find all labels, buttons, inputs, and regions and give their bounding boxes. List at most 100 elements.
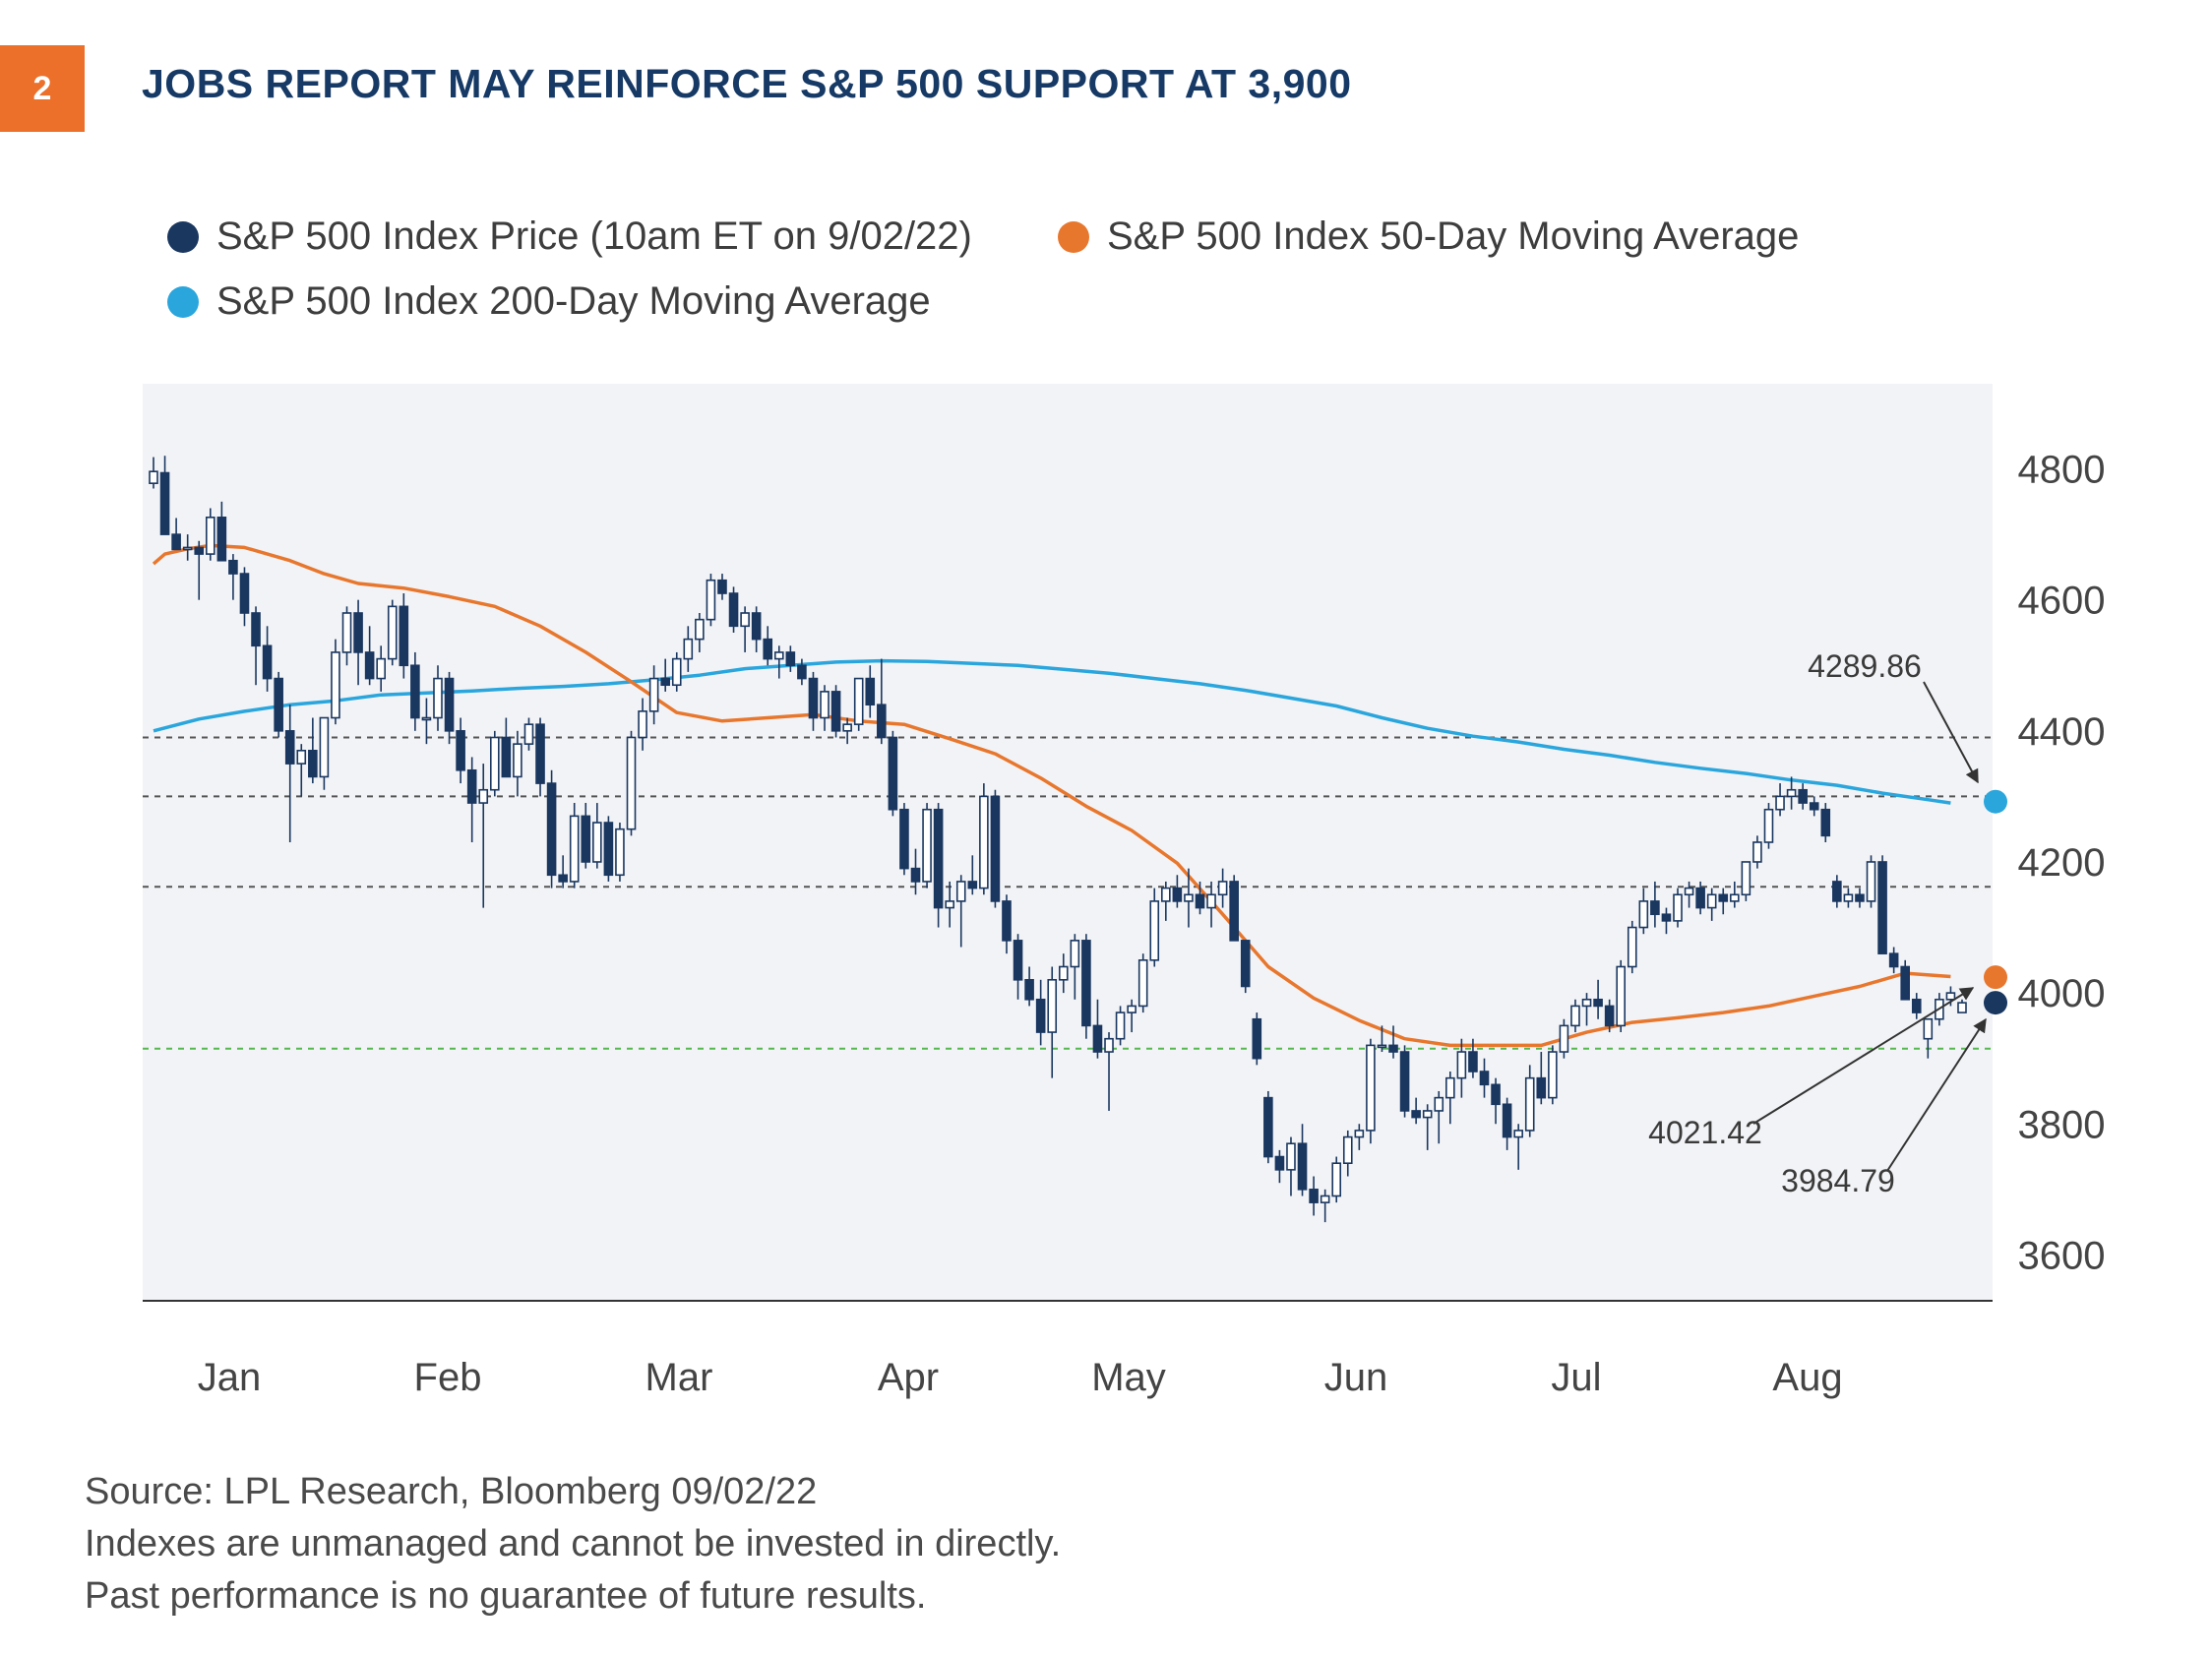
- candle-up: [1184, 893, 1194, 902]
- candle-up: [523, 723, 534, 745]
- candle-down: [1263, 1096, 1273, 1158]
- candle-down: [763, 638, 773, 660]
- candle-up: [205, 517, 215, 555]
- candle-up: [1070, 940, 1080, 968]
- x-tick-label-aug: Aug: [1772, 1356, 1842, 1399]
- candle-down: [1832, 881, 1842, 902]
- candle-down: [660, 677, 670, 687]
- candle-up: [1706, 893, 1717, 909]
- candle-down: [1695, 887, 1705, 909]
- candle-up: [569, 815, 580, 883]
- candle-up: [1149, 900, 1160, 961]
- candle-down: [1172, 887, 1183, 902]
- candle-down: [558, 874, 568, 883]
- candle-up: [1434, 1096, 1444, 1112]
- x-tick-label-feb: Feb: [414, 1356, 482, 1399]
- candle-up: [740, 612, 750, 628]
- candle-down: [501, 736, 512, 778]
- candle-up: [1673, 893, 1683, 922]
- legend-label-ma200: S&P 500 Index 200-Day Moving Average: [216, 279, 931, 323]
- candle-up: [955, 881, 966, 902]
- candle-down: [1229, 881, 1239, 942]
- candle-up: [1127, 1005, 1137, 1013]
- candle-up: [1763, 808, 1774, 843]
- candle-down: [1502, 1103, 1512, 1138]
- candle-up: [1775, 795, 1785, 811]
- annotation-ma200-label: 4289.86: [1808, 648, 1922, 684]
- candle-up: [1730, 893, 1740, 902]
- candle-down: [1297, 1142, 1308, 1191]
- candle-down: [456, 730, 465, 771]
- candle-up: [648, 677, 659, 712]
- candle-up: [1548, 1051, 1558, 1099]
- candle-up: [706, 579, 716, 621]
- candle-up: [1684, 887, 1694, 896]
- x-tick-label-may: May: [1091, 1356, 1166, 1399]
- candle-up: [1524, 1076, 1535, 1132]
- candle-down: [910, 867, 921, 883]
- candle-up: [341, 612, 352, 653]
- annotation-ma50-label: 4021.42: [1648, 1115, 1762, 1150]
- candle-down: [877, 704, 887, 739]
- candle-up: [922, 808, 932, 883]
- candle-up: [421, 716, 432, 721]
- candle-up: [1581, 998, 1592, 1008]
- candle-down: [1081, 940, 1091, 1027]
- candle-up: [1616, 965, 1627, 1027]
- y-tick-label: 4000: [2018, 972, 2106, 1015]
- legend-item-ma50: S&P 500 Index 50-Day Moving Average: [1058, 215, 1799, 259]
- x-tick-label-jun: Jun: [1324, 1356, 1388, 1399]
- plot-area: [143, 384, 1993, 1301]
- candle-up: [478, 788, 489, 804]
- candle-up: [945, 900, 954, 909]
- candle-down: [1411, 1110, 1421, 1119]
- candle-down: [603, 822, 614, 877]
- candle-up: [489, 736, 500, 791]
- annotation-ma200-arrow: [1923, 681, 1979, 784]
- candle-down: [808, 677, 819, 719]
- candle-down: [1479, 1071, 1490, 1086]
- candle-up: [1286, 1142, 1296, 1171]
- candle-down: [1820, 808, 1831, 837]
- candle-down: [1650, 900, 1660, 916]
- annotation-price-arrow: [1886, 1017, 1987, 1172]
- legend-swatch-ma200: [167, 285, 199, 318]
- candle-down: [399, 605, 409, 667]
- candle-down: [1399, 1051, 1410, 1112]
- annotation-ma50-arrow: [1752, 987, 1975, 1125]
- candle-down: [990, 795, 1001, 902]
- candle-down: [751, 612, 762, 641]
- candle-up: [182, 546, 193, 551]
- y-tick-label: 4800: [2018, 449, 2106, 492]
- candle-down: [1491, 1083, 1501, 1106]
- candle-down: [1002, 900, 1012, 942]
- candle-up: [615, 828, 625, 877]
- candle-down: [967, 881, 978, 889]
- y-tick-label: 4600: [2018, 580, 2106, 623]
- candle-down: [1252, 1017, 1262, 1060]
- candle-up: [376, 657, 386, 680]
- candle-up: [1638, 900, 1649, 929]
- candle-down: [274, 677, 283, 732]
- candle-down: [1593, 998, 1603, 1008]
- candle-up: [1104, 1037, 1114, 1053]
- candle-up: [1456, 1051, 1467, 1079]
- candle-up: [1115, 1011, 1126, 1040]
- candle-up: [1513, 1130, 1523, 1138]
- legend-label-price: S&P 500 Index Price (10am ET on 9/02/22): [216, 215, 972, 258]
- candle-down: [785, 651, 796, 667]
- candle-down: [1855, 893, 1865, 902]
- candle-up: [1161, 887, 1171, 902]
- candle-up: [1366, 1044, 1376, 1132]
- y-tick-label: 3600: [2018, 1234, 2106, 1277]
- candle-down: [1718, 893, 1729, 902]
- legend-item-price: S&P 500 Index Price (10am ET on 9/02/22): [167, 215, 972, 259]
- candle-up: [1422, 1110, 1433, 1119]
- candle-down: [1888, 952, 1899, 968]
- candle-down: [364, 651, 375, 680]
- candle-up: [1137, 959, 1148, 1008]
- footer-performance-note: Past performance is no guarantee of futu…: [85, 1575, 927, 1617]
- figure-number-badge: 2: [0, 45, 85, 132]
- candle-down: [546, 782, 557, 877]
